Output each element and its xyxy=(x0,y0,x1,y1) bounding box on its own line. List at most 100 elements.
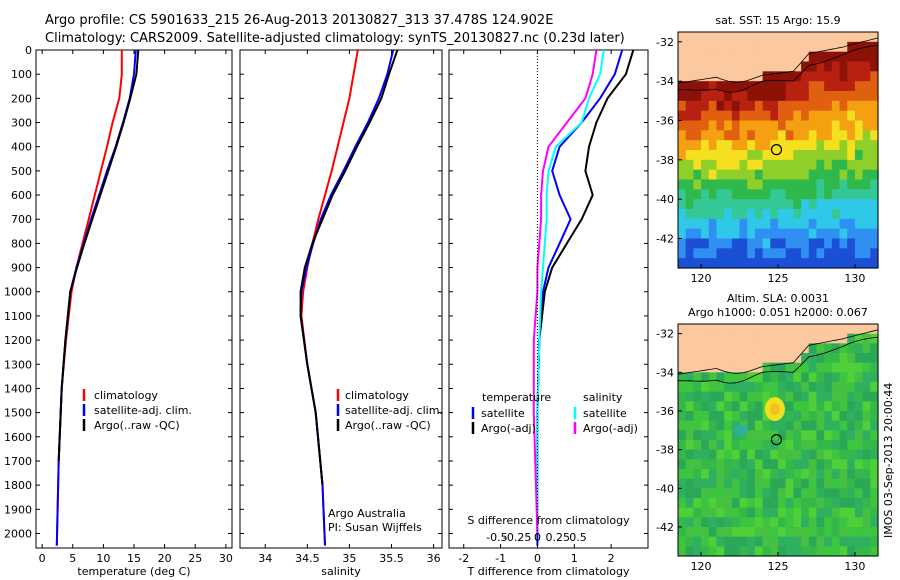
x2-tick-label: 0 xyxy=(534,531,541,544)
heatmap-cell xyxy=(724,248,733,259)
heatmap-cell xyxy=(693,81,702,92)
heatmap-cell xyxy=(854,469,864,480)
heatmap-cell xyxy=(762,199,771,210)
heatmap-cell xyxy=(770,238,779,249)
heatmap-cell xyxy=(793,343,802,354)
heatmap-cell xyxy=(754,41,764,53)
heatmap-cell xyxy=(762,459,771,470)
heatmap-cell xyxy=(693,238,702,249)
heatmap-cell xyxy=(801,81,810,92)
heatmap-cell xyxy=(831,100,841,112)
heatmap-cell xyxy=(854,120,864,131)
heatmap-cell xyxy=(870,248,879,259)
y-tick-label: -36 xyxy=(656,115,674,128)
heatmap-cell xyxy=(816,343,825,354)
heatmap-cell xyxy=(716,120,725,131)
heatmap-cell xyxy=(762,32,771,43)
heatmap-cell xyxy=(847,536,856,547)
heatmap-cell xyxy=(862,120,871,131)
heatmap-cell xyxy=(747,488,756,499)
heatmap-cell xyxy=(724,527,733,538)
heatmap-cell xyxy=(816,469,825,480)
heatmap-cell xyxy=(831,333,841,344)
heatmap-cell xyxy=(808,382,818,393)
heatmap-cell xyxy=(724,333,733,344)
heatmap-cell xyxy=(793,440,802,451)
heatmap-cell xyxy=(724,91,733,102)
heatmap-cell xyxy=(801,401,810,412)
heatmap-cell xyxy=(754,258,764,269)
heatmap-cell xyxy=(862,517,871,528)
y-tick-label: 200 xyxy=(11,92,32,105)
heatmap-cell xyxy=(801,478,810,489)
heatmap-cell xyxy=(824,488,833,499)
heatmap-cell xyxy=(754,140,764,151)
heatmap-cell xyxy=(754,110,764,122)
heatmap-cell xyxy=(701,199,710,210)
heatmap-cell xyxy=(801,459,810,470)
heatmap-cell xyxy=(762,218,771,230)
heatmap-cell xyxy=(816,488,825,499)
heatmap-cell xyxy=(678,51,687,63)
heatmap-cell xyxy=(785,382,794,393)
y-tick-label: -32 xyxy=(656,328,674,341)
heatmap-cell xyxy=(870,100,879,112)
heatmap-cell xyxy=(778,61,787,72)
heatmap-cell xyxy=(801,169,810,181)
heatmap-cell xyxy=(839,459,848,470)
heatmap-cell xyxy=(678,469,687,480)
heatmap-cell xyxy=(731,420,741,431)
heatmap-cell xyxy=(839,209,848,220)
heatmap-cell xyxy=(831,258,841,269)
heatmap-cell xyxy=(808,199,818,210)
heatmap-cell xyxy=(778,258,787,269)
heatmap-cell xyxy=(716,218,725,230)
heatmap-cell xyxy=(739,527,748,538)
heatmap-cell xyxy=(824,238,833,249)
heatmap-cell xyxy=(739,488,748,499)
heatmap-cell xyxy=(716,536,725,547)
heatmap-cell xyxy=(731,169,741,181)
heatmap-cell xyxy=(854,228,864,240)
heatmap-cell xyxy=(701,449,710,460)
heatmap-cell xyxy=(678,199,687,210)
heatmap-cell xyxy=(716,61,725,72)
heatmap-cell xyxy=(785,100,794,112)
heatmap-cell xyxy=(693,372,702,383)
heatmap-cell xyxy=(808,169,818,181)
heatmap-cell xyxy=(793,179,802,190)
heatmap-cell xyxy=(847,120,856,131)
heatmap-cell xyxy=(685,440,694,451)
heatmap-cell xyxy=(693,333,702,344)
heatmap-cell xyxy=(816,449,825,460)
heatmap-cell xyxy=(693,449,702,460)
x-tick-label: 1 xyxy=(571,552,578,565)
heatmap-cell xyxy=(716,391,725,402)
heatmap-cell xyxy=(708,498,718,509)
heatmap-cell xyxy=(731,189,741,200)
heatmap-cell xyxy=(854,459,864,470)
heatmap-cell xyxy=(747,110,756,122)
heatmap-cell xyxy=(808,209,818,220)
heatmap-cell xyxy=(862,391,871,402)
heatmap-cell xyxy=(801,362,810,373)
heatmap-cell xyxy=(770,469,779,480)
heatmap-cell xyxy=(693,258,702,269)
heatmap-cell xyxy=(816,324,825,335)
heatmap-cell xyxy=(778,100,787,112)
heatmap-cell xyxy=(847,32,856,43)
heatmap-cell xyxy=(708,189,718,200)
heatmap-cell xyxy=(831,238,841,249)
heatmap-cell xyxy=(762,150,771,161)
heatmap-cell xyxy=(724,130,733,141)
plot-frame xyxy=(448,49,649,549)
heatmap-cell xyxy=(785,391,794,402)
heatmap-cell xyxy=(785,209,794,220)
heatmap-cell xyxy=(862,420,871,431)
heatmap-cell xyxy=(685,478,694,489)
heatmap-cell xyxy=(870,391,879,402)
heatmap-cell xyxy=(778,130,787,141)
heatmap-cell xyxy=(724,209,733,220)
heatmap-cell xyxy=(770,159,779,171)
heatmap-cell xyxy=(678,430,687,441)
